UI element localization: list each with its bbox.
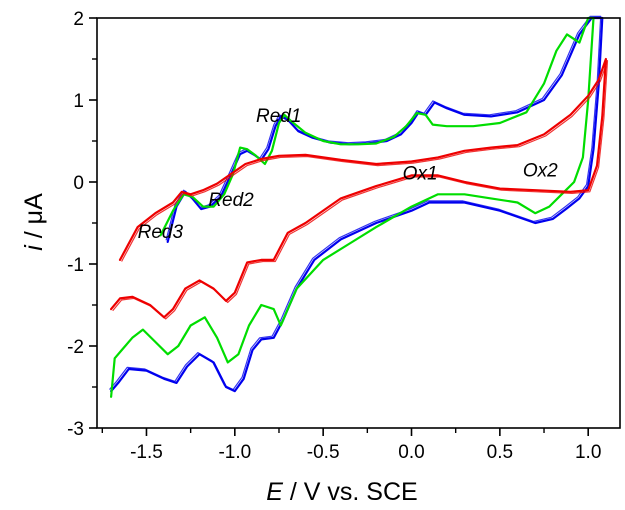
cv-curve — [110, 57, 607, 319]
x-tick-label: 1.0 — [575, 442, 601, 463]
axis-ticks: -1.5 -1.0 -0.5 0.0 0.5 1.0 -3 -2 -1 0 1 2 — [67, 9, 601, 463]
y-tick-label: 1 — [73, 91, 84, 112]
y-tick-label: 2 — [73, 9, 84, 30]
cv-series-3 — [110, 57, 609, 320]
y-tick-label: -1 — [67, 255, 84, 276]
peak-label: Red1 — [256, 106, 301, 127]
cv-series-1 — [109, 15, 604, 393]
x-axis-symbol: E — [266, 478, 283, 506]
plot-series — [109, 15, 609, 398]
y-tick-label: -3 — [67, 419, 84, 440]
peak-label: Red3 — [138, 222, 184, 243]
x-tick-label: 0.0 — [398, 442, 424, 463]
x-tick-label: -1.5 — [130, 442, 163, 463]
x-tick-label: -1.0 — [218, 442, 251, 463]
x-tick-label: 0.5 — [487, 442, 513, 463]
cv-curve-scan-2 — [112, 60, 609, 320]
y-axis-title: i / μA — [20, 193, 48, 251]
y-tick-label: -2 — [67, 337, 84, 358]
cv-series-2 — [110, 16, 595, 398]
peak-label: Ox1 — [403, 164, 438, 185]
x-axis-title: E / V vs. SCE — [266, 478, 417, 506]
y-axis-symbol: i — [20, 244, 48, 251]
y-axis-unit: / μA — [20, 193, 48, 245]
y-tick-label: 0 — [73, 173, 84, 194]
cv-curve-scan-2 — [109, 15, 602, 391]
x-axis-unit: / V vs. SCE — [283, 478, 418, 506]
peak-label: Ox2 — [523, 160, 558, 181]
x-tick-label: -0.5 — [307, 442, 340, 463]
cv-curve — [110, 16, 595, 398]
peak-label: Red2 — [208, 190, 254, 211]
cv-curve-scan-2 — [110, 17, 595, 397]
peak-annotations: Red1 Red2 Red3 Ox1 Ox2 — [138, 106, 558, 243]
